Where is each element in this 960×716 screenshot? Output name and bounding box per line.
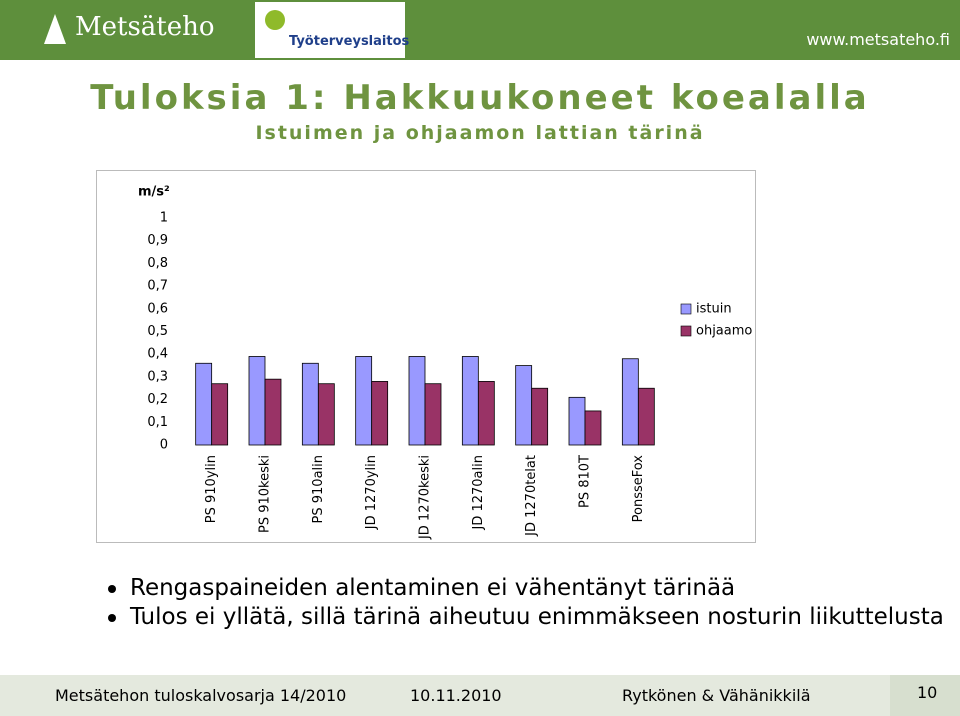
chart-frame	[96, 170, 756, 543]
chart: m/s² 0 0,1 0,2 0,3 0,4 0,5 0,6 0,7 0,8 0,9 1 PS 910…	[96, 170, 756, 543]
bullet: Tulos ei yllätä, sillä tärinä aiheutuu e…	[108, 603, 944, 632]
partner-name: Työterveyslaitos	[289, 34, 410, 49]
bar	[317, 383, 335, 446]
bar	[408, 356, 426, 446]
y-axis-label: m/s²	[138, 185, 170, 200]
page-number: 10	[917, 683, 938, 702]
x-tick-label: PonsseFox	[631, 455, 646, 523]
x-tick-label: JD 1270alin	[471, 455, 486, 531]
x-tick-label: JD 1270ylin	[364, 455, 379, 530]
bar	[248, 356, 266, 446]
y-tick-label: 0,2	[147, 392, 168, 407]
y-tick-label: 0	[160, 438, 168, 453]
x-tick-label: JD 1270telat	[524, 455, 539, 537]
x-tick-label: PS 810T	[578, 455, 593, 508]
bar	[461, 356, 479, 446]
bullet: Rengaspaineiden alentaminen ei vähentäny…	[108, 574, 944, 603]
bar	[531, 387, 549, 446]
logo-icon	[44, 14, 66, 44]
bar	[621, 358, 639, 446]
y-tick-label: 0,6	[147, 301, 168, 316]
partner-logo: Työterveyslaitos	[255, 2, 409, 58]
y-tick-label: 0,1	[147, 415, 168, 430]
x-tick-label: PS 910keski	[258, 455, 273, 533]
y-tick-label: 0,9	[147, 233, 168, 248]
y-tick-label: 0,7	[147, 279, 168, 294]
y-tick-label: 0,4	[147, 347, 168, 362]
bullets: Rengaspaineiden alentaminen ei vähentäny…	[108, 574, 944, 632]
x-tick-label: JD 1270keski	[418, 455, 433, 540]
footer-date: 10.11.2010	[410, 686, 502, 705]
footer: Metsätehon tuloskalvosarja 14/2010 10.11…	[0, 675, 960, 716]
subtitle: Istuimen ja ohjaamon lattian tärinä	[255, 122, 705, 144]
url: www.metsateho.fi	[806, 30, 950, 49]
bar	[477, 381, 495, 446]
bar	[424, 383, 442, 446]
title: Tuloksia 1: Hakkuukoneet koealalla	[90, 78, 870, 118]
bar	[195, 362, 213, 446]
bar	[355, 356, 373, 446]
bar	[371, 381, 389, 446]
y-tick-label: 0,8	[147, 256, 168, 271]
legend-label: istuin	[696, 302, 732, 317]
bar	[584, 410, 602, 446]
y-tick-label: 0,3	[147, 369, 168, 384]
footer-authors: Rytkönen & Vähänikkilä	[622, 686, 811, 705]
bar	[568, 396, 586, 446]
header: Metsäteho Työterveyslaitos www.metsateho…	[0, 0, 960, 60]
y-tick-label: 0,5	[147, 324, 168, 339]
y-tick-label: 1	[160, 211, 168, 226]
logo: Metsäteho	[75, 12, 215, 42]
x-tick-label: PS 910ylin	[204, 455, 219, 523]
legend-label: ohjaamo	[696, 324, 752, 339]
bar	[264, 378, 282, 446]
bar	[637, 387, 655, 446]
footer-series: Metsätehon tuloskalvosarja 14/2010	[55, 686, 347, 705]
legend-swatch	[680, 303, 692, 315]
page-number-box: 10	[890, 675, 960, 716]
bar	[211, 383, 229, 446]
bar	[515, 365, 533, 446]
bar	[301, 362, 319, 446]
x-tick-label: PS 910alin	[311, 455, 326, 523]
legend-swatch	[680, 325, 692, 337]
